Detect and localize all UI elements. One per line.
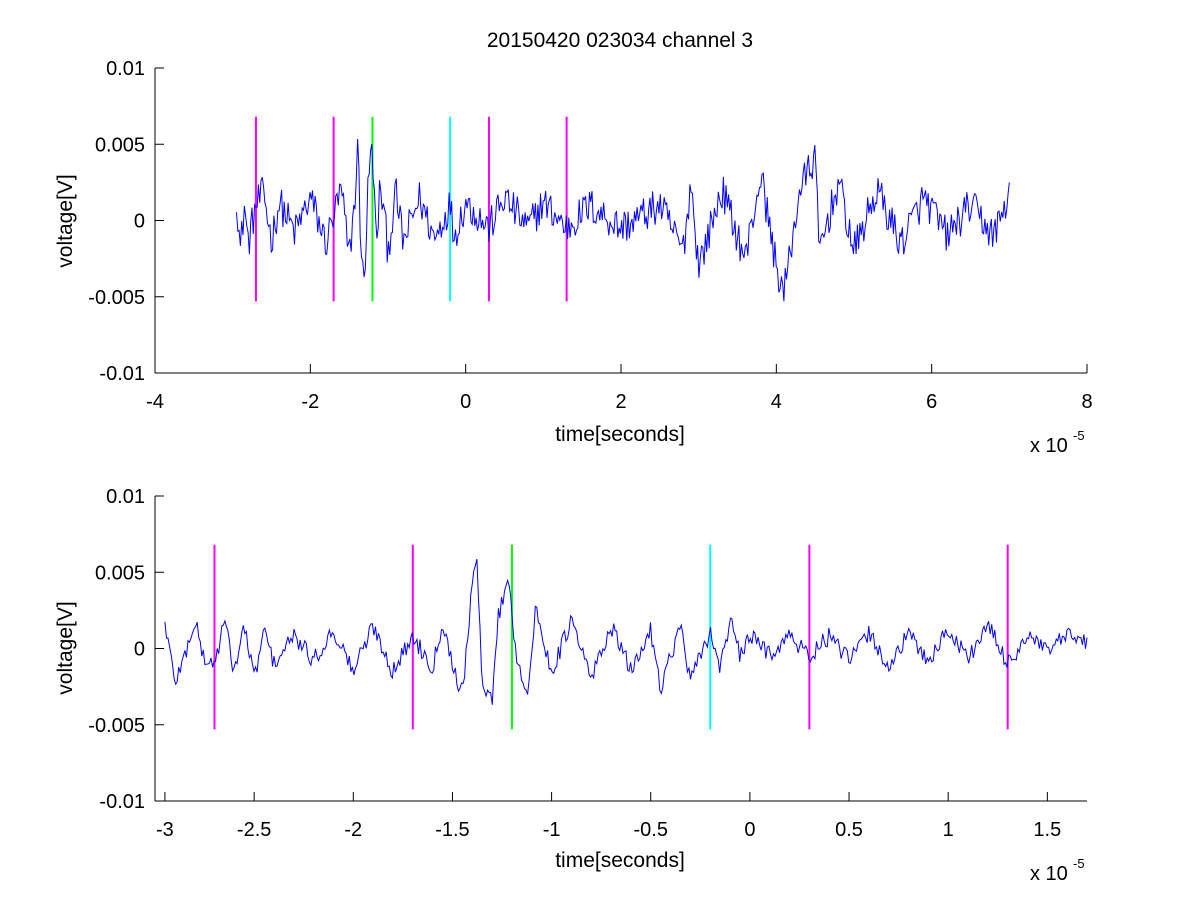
x-axis-label-bottom: time[seconds] [555, 849, 685, 872]
plot-top: -4 -2 0 2 4 6 8 -0.01 -0.005 0 0.005 0.01 time[sec… [54, 58, 1093, 457]
chart-title: 20150420 023034 channel 3 [487, 29, 753, 52]
x-tick-label: 8 [1081, 391, 1092, 413]
y-tick-label: -0.005 [88, 287, 145, 309]
x-tick-label: 2 [615, 391, 626, 413]
x-tick-label: -2 [301, 391, 319, 413]
y-ticks-top: -0.01 -0.005 0 0.005 0.01 [88, 58, 164, 385]
x-multiplier-exponent-top: -5 [1073, 428, 1085, 443]
x-ticks-bottom: -3 -2.5 -2 -1.5 -1 -0.5 0 0.5 1 1.5 [156, 792, 1061, 841]
x-tick-label: -1 [543, 819, 561, 841]
x-tick-label: 1.5 [1033, 819, 1061, 841]
y-tick-label: 0.01 [106, 486, 145, 508]
x-tick-label: 0 [460, 391, 471, 413]
signal-line [164, 558, 1088, 705]
x-multiplier-exponent-bottom: -5 [1073, 856, 1085, 871]
y-tick-label: -0.005 [88, 715, 145, 737]
signal-line [236, 138, 1010, 302]
x-tick-label: -4 [146, 391, 164, 413]
y-tick-label: 0 [134, 639, 145, 661]
y-tick-label: -0.01 [99, 363, 145, 385]
x-tick-label: 6 [926, 391, 937, 413]
signal-bottom [164, 558, 1088, 705]
x-multiplier-base-top: x 10 [1030, 435, 1068, 457]
y-tick-label: 0.01 [106, 58, 145, 80]
x-tick-label: 0.5 [835, 819, 863, 841]
y-tick-label: 0 [134, 211, 145, 233]
x-tick-label: 4 [771, 391, 782, 413]
signal-top [236, 138, 1010, 302]
y-axis-label-top: voltage[V] [54, 174, 77, 267]
y-tick-label: -0.01 [99, 791, 145, 813]
x-tick-label: -0.5 [634, 819, 668, 841]
x-tick-label: 1 [943, 819, 954, 841]
marker-lines-bottom [213, 544, 1009, 730]
x-tick-label: -2 [344, 819, 362, 841]
y-axis-label-bottom: voltage[V] [54, 601, 77, 694]
y-tick-label: 0.005 [95, 562, 145, 584]
plot-bottom: -3 -2.5 -2 -1.5 -1 -0.5 0 0.5 1 1.5 -0.01 -0.005 0 0… [54, 486, 1088, 885]
x-axis-label-top: time[seconds] [555, 423, 685, 446]
y-tick-label: 0.005 [95, 134, 145, 156]
x-ticks-top: -4 -2 0 2 4 6 8 [146, 364, 1093, 413]
y-ticks-bottom: -0.01 -0.005 0 0.005 0.01 [88, 486, 164, 813]
x-tick-label: -2.5 [237, 819, 271, 841]
x-tick-label: 0 [744, 819, 755, 841]
x-multiplier-base-bottom: x 10 [1030, 863, 1068, 885]
x-tick-label: -3 [156, 819, 174, 841]
x-tick-label: -1.5 [435, 819, 469, 841]
